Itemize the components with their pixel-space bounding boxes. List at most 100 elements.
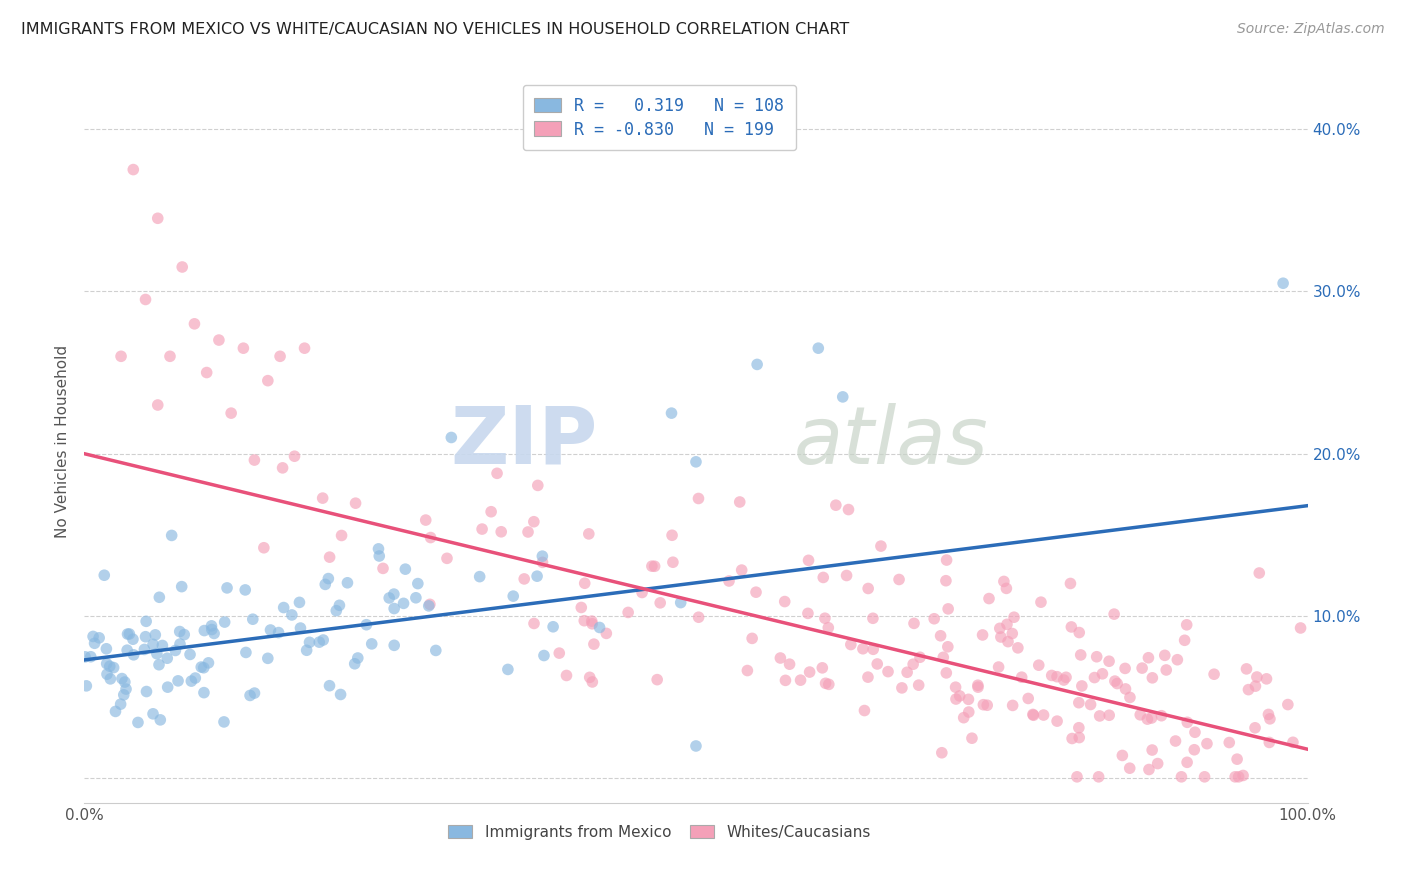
Point	[931, 746, 953, 760]
Point	[799, 665, 821, 679]
Point	[582, 637, 605, 651]
Point	[541, 620, 564, 634]
Point	[156, 651, 179, 665]
Point	[273, 600, 295, 615]
Point	[737, 664, 759, 678]
Point	[1175, 617, 1198, 632]
Point	[96, 641, 118, 656]
Point	[581, 675, 603, 690]
Point	[932, 650, 955, 665]
Point	[489, 524, 512, 539]
Point	[135, 293, 157, 307]
Point	[517, 524, 540, 539]
Point	[977, 591, 1000, 606]
Point	[960, 731, 983, 746]
Point	[135, 684, 157, 698]
Point	[253, 541, 276, 555]
Point	[1137, 650, 1160, 665]
Point	[239, 689, 262, 703]
Point	[436, 551, 458, 566]
Point	[936, 640, 959, 654]
Point	[96, 667, 118, 681]
Point	[1060, 620, 1083, 634]
Point	[83, 636, 105, 650]
Point	[1232, 768, 1254, 782]
Point	[165, 643, 187, 657]
Point	[688, 610, 710, 624]
Point	[329, 688, 352, 702]
Point	[146, 211, 169, 226]
Point	[281, 607, 304, 622]
Point	[1175, 715, 1198, 730]
Point	[96, 657, 118, 671]
Point	[1119, 690, 1142, 705]
Point	[775, 673, 797, 688]
Point	[1069, 731, 1091, 745]
Point	[890, 681, 912, 695]
Point	[378, 591, 401, 605]
Point	[1114, 661, 1136, 675]
Y-axis label: No Vehicles in Household: No Vehicles in Household	[55, 345, 70, 538]
Point	[617, 606, 640, 620]
Point	[1170, 770, 1192, 784]
Point	[1150, 708, 1173, 723]
Point	[295, 643, 318, 657]
Point	[972, 698, 994, 712]
Point	[271, 461, 294, 475]
Point	[232, 341, 254, 355]
Point	[122, 632, 145, 647]
Point	[987, 660, 1010, 674]
Point	[1029, 595, 1052, 609]
Point	[957, 692, 980, 706]
Text: ZIP: ZIP	[451, 402, 598, 481]
Point	[169, 624, 191, 639]
Point	[835, 568, 858, 582]
Point	[368, 549, 391, 563]
Point	[1085, 649, 1108, 664]
Point	[1114, 681, 1136, 696]
Point	[184, 671, 207, 685]
Point	[935, 665, 957, 680]
Point	[214, 615, 236, 629]
Point	[1244, 679, 1267, 693]
Point	[976, 698, 998, 713]
Point	[159, 349, 181, 363]
Point	[685, 455, 707, 469]
Point	[1001, 626, 1024, 640]
Point	[1017, 691, 1039, 706]
Point	[167, 673, 190, 688]
Point	[1246, 670, 1268, 684]
Point	[392, 596, 415, 610]
Point	[574, 614, 596, 628]
Point	[200, 619, 222, 633]
Point	[134, 642, 156, 657]
Point	[172, 260, 194, 274]
Legend: Immigrants from Mexico, Whites/Caucasians: Immigrants from Mexico, Whites/Caucasian…	[441, 819, 877, 846]
Point	[1083, 671, 1105, 685]
Point	[645, 673, 668, 687]
Point	[1204, 667, 1226, 681]
Point	[142, 706, 165, 721]
Point	[1195, 737, 1218, 751]
Point	[243, 453, 266, 467]
Point	[318, 572, 340, 586]
Point	[195, 366, 218, 380]
Point	[314, 577, 336, 591]
Point	[901, 657, 924, 672]
Point	[294, 341, 316, 355]
Point	[548, 646, 571, 660]
Point	[122, 162, 145, 177]
Point	[103, 660, 125, 674]
Point	[523, 616, 546, 631]
Point	[202, 626, 225, 640]
Point	[156, 680, 179, 694]
Point	[1258, 735, 1281, 749]
Point	[1256, 672, 1278, 686]
Point	[949, 689, 972, 703]
Point	[817, 677, 839, 691]
Point	[418, 599, 440, 613]
Point	[1011, 670, 1033, 684]
Point	[814, 676, 837, 690]
Point	[406, 576, 429, 591]
Point	[135, 615, 157, 629]
